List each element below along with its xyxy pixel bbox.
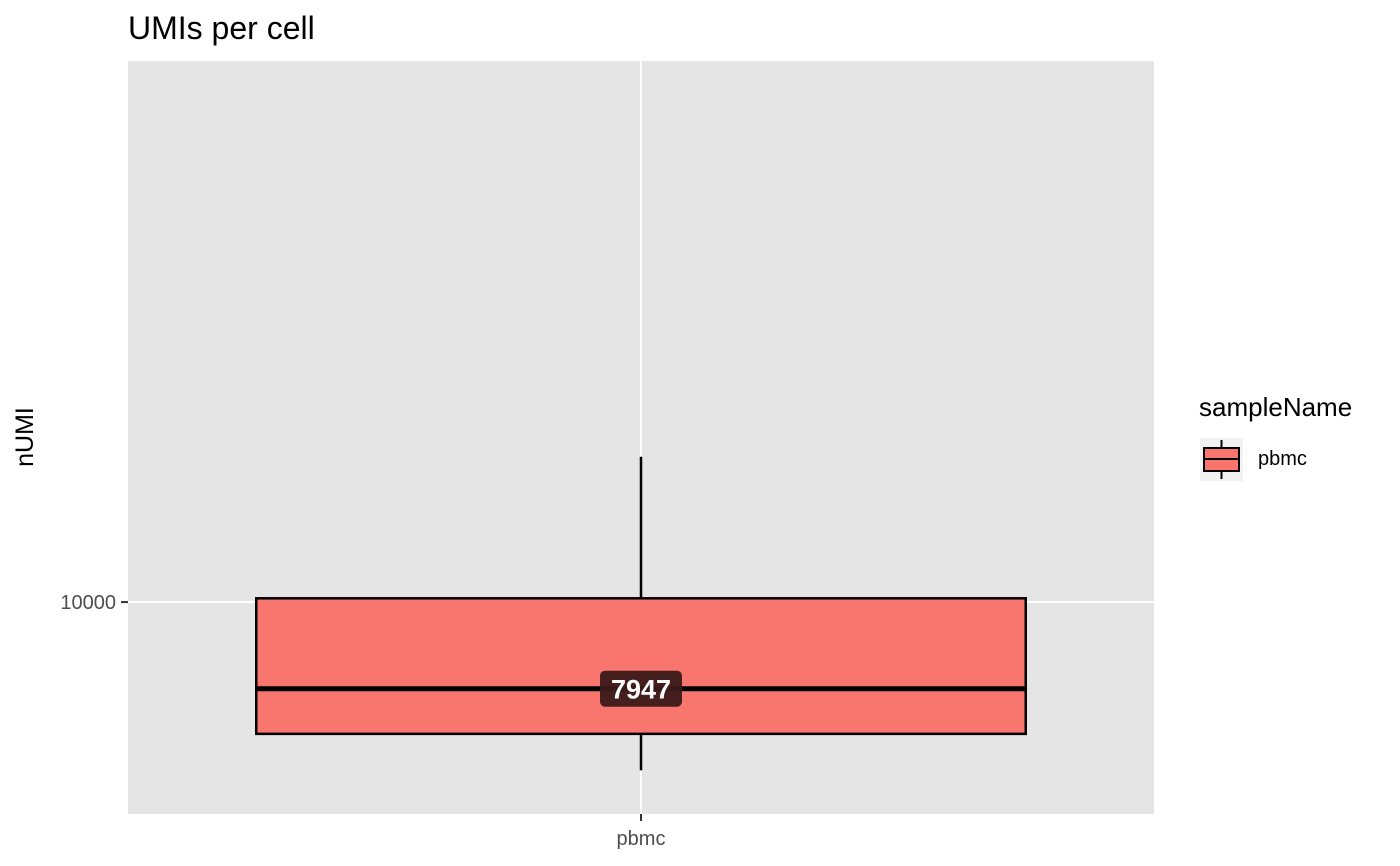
median-value-label: 7947 [611,675,671,705]
x-tick-label: pbmc [617,828,666,850]
median-label-bg [600,670,682,707]
legend-entry-label: pbmc [1258,448,1307,470]
box-iqr [255,597,1027,736]
legend-key [1200,438,1243,481]
box-layer: 7947 [255,456,1027,771]
axis-layer: 10000 pbmc [60,592,665,850]
legend-title: sampleName [1199,392,1353,422]
chart-title: UMIs per cell [128,10,315,46]
y-tick-label: 10000 [60,592,116,614]
y-axis-label: nUMI [11,407,39,467]
